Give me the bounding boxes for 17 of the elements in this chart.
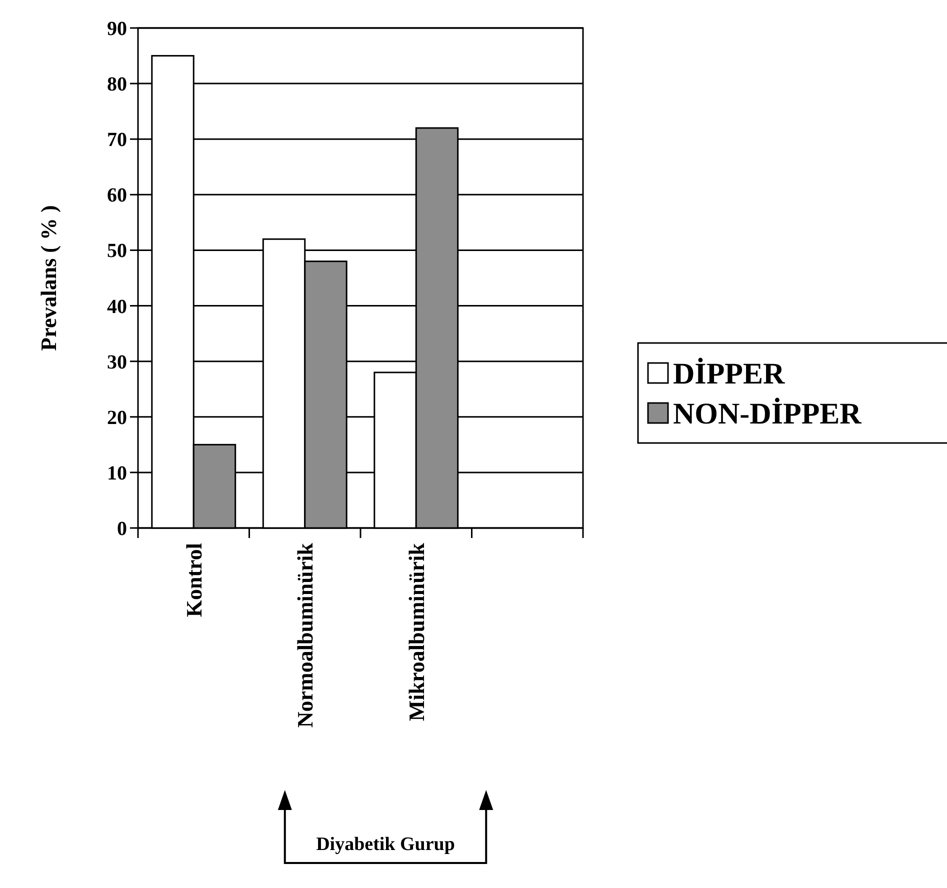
x-tick-label: Normoalbuminürik (292, 542, 318, 728)
y-tick-label: 80 (107, 74, 127, 96)
y-tick-label: 10 (107, 462, 127, 484)
x-tick-label: Kontrol (181, 543, 206, 618)
x-tick-label: Mikroalbuminürik (404, 542, 429, 722)
y-tick-label: 40 (107, 296, 127, 318)
y-tick-label: 0 (117, 518, 127, 540)
legend-label: DİPPER (673, 358, 785, 390)
y-tick-label: 50 (107, 240, 127, 262)
y-tick-label: 20 (107, 406, 127, 429)
y-tick-label: 60 (107, 184, 127, 207)
legend-label: NON-DİPPER (673, 398, 862, 430)
y-axis-title: Prevalans ( % ) (36, 205, 61, 351)
y-tick-label: 70 (107, 129, 127, 152)
y-tick-label: 90 (107, 18, 127, 40)
y-tick-label: 30 (107, 351, 127, 374)
text: Diyabetik Gurup (316, 834, 455, 855)
